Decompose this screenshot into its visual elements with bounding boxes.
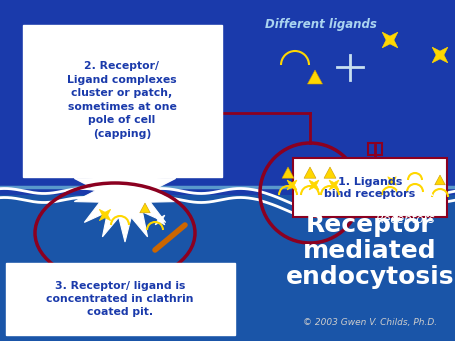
Polygon shape [435,175,445,185]
Bar [368,143,382,155]
Polygon shape [388,177,396,185]
Polygon shape [308,70,323,84]
Polygon shape [427,190,433,196]
FancyBboxPatch shape [293,158,447,217]
Polygon shape [329,180,339,190]
Polygon shape [367,190,373,196]
Text: Different ligands: Different ligands [265,18,377,31]
Polygon shape [282,167,294,178]
Polygon shape [99,209,111,221]
Polygon shape [287,180,297,190]
Polygon shape [140,203,150,213]
Polygon shape [382,32,398,48]
Polygon shape [155,215,165,225]
Text: 2. Receptor/
Ligand complexes
cluster or patch,
sometimes at one
pole of cell
(c: 2. Receptor/ Ligand complexes cluster or… [67,61,177,139]
Polygon shape [397,190,403,196]
Bar [0,195,455,341]
FancyBboxPatch shape [6,263,235,335]
Text: 1. Ligands
bind receptors: 1. Ligands bind receptors [324,177,415,199]
Polygon shape [324,167,336,178]
Polygon shape [74,138,176,242]
Text: Receptor
mediated
endocytosis: Receptor mediated endocytosis [286,213,454,289]
Text: © 2003 Gwen V. Childs, Ph.D.: © 2003 Gwen V. Childs, Ph.D. [303,318,437,327]
Polygon shape [309,180,319,190]
Text: Receptors: Receptors [375,213,435,226]
FancyBboxPatch shape [23,25,222,177]
Polygon shape [432,47,448,63]
Text: 3. Receptor/ ligand is
concentrated in clathrin
coated pit.: 3. Receptor/ ligand is concentrated in c… [46,281,194,317]
Polygon shape [304,167,316,178]
